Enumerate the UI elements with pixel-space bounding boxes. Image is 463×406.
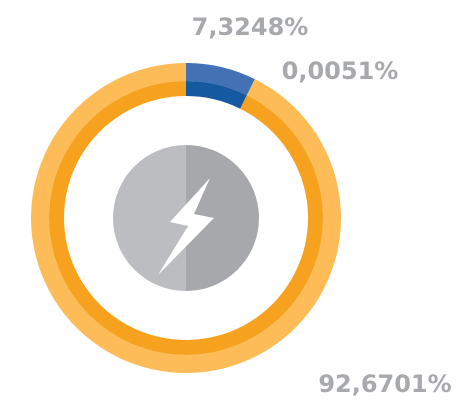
center-icon: [113, 145, 259, 291]
lightning-bolt: [158, 178, 214, 275]
segment-outer: [246, 79, 255, 96]
icon-left: [113, 145, 186, 291]
value-label: 7,3248%: [192, 13, 309, 41]
segment-inner: [240, 95, 247, 109]
value-label: 92,6701%: [318, 370, 451, 398]
value-label: 0,0051%: [282, 57, 399, 85]
segment-outer: [186, 63, 255, 96]
icon-right: [186, 145, 259, 291]
segment-inner: [186, 81, 247, 109]
